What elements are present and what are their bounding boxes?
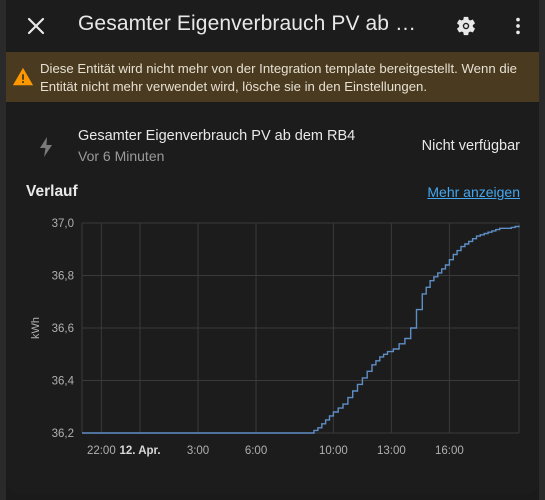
warning-text: Diese Entität wird nicht mehr von der In…	[40, 61, 517, 94]
y-tick-label: 36,2	[52, 428, 74, 440]
close-icon	[27, 17, 45, 35]
series-line	[82, 225, 520, 434]
more-options-button[interactable]	[502, 10, 534, 42]
history-heading: Verlauf	[26, 183, 78, 200]
warning-banner: Diese Entität wird nicht mehr von der In…	[6, 52, 539, 102]
y-tick-label: 36,8	[52, 271, 74, 283]
more-vertical-icon	[516, 17, 520, 35]
x-tick-label: 3:00	[187, 445, 209, 457]
x-tick-label: 22:00	[87, 445, 116, 457]
dialog-title: Gesamter Eigenverbrauch PV ab d...	[78, 12, 418, 35]
entity-state: Nicht verfügbar	[421, 138, 520, 154]
x-tick-label: 10:00	[319, 445, 348, 457]
settings-button[interactable]	[450, 10, 482, 42]
y-tick-label: 36,6	[52, 323, 74, 335]
last-changed[interactable]: Vor 6 Minuten	[78, 148, 165, 164]
y-tick-label: 37,0	[52, 218, 74, 230]
background-edge-right	[539, 0, 545, 500]
more-info-dialog: Gesamter Eigenverbrauch PV ab d... Diese…	[6, 0, 539, 494]
y-axis-label: kWh	[30, 317, 42, 339]
entity-state-row: Gesamter Eigenverbrauch PV ab dem RB4 Vo…	[6, 114, 539, 174]
warning-icon	[12, 67, 34, 86]
entity-name: Gesamter Eigenverbrauch PV ab dem RB4	[78, 128, 356, 144]
dialog-header: Gesamter Eigenverbrauch PV ab d...	[6, 0, 539, 52]
y-tick-label: 36,4	[52, 376, 75, 388]
background-edge-left	[0, 0, 6, 500]
flash-icon	[40, 137, 52, 157]
x-tick-label: 6:00	[245, 445, 267, 457]
x-tick-label: 16:00	[435, 445, 464, 457]
gear-icon	[457, 16, 475, 36]
close-button[interactable]	[20, 10, 52, 42]
show-more-link[interactable]: Mehr anzeigen	[427, 184, 520, 200]
history-chart[interactable]: 37,0 36,8 36,6 36,4 36,2 22:00 12. Apr. 3:00 6:0…	[6, 206, 539, 464]
x-tick-label: 13:00	[377, 445, 406, 457]
x-tick-label: 12. Apr.	[119, 445, 160, 457]
